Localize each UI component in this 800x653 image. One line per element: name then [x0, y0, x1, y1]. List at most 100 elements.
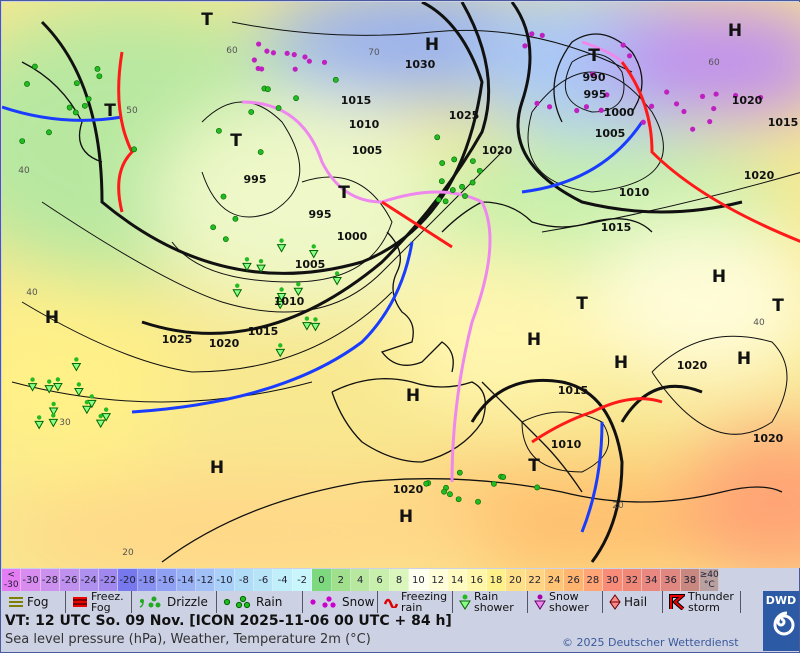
rain-shower-symbol — [293, 287, 304, 297]
rain-shower-symbol — [242, 262, 252, 272]
rain-shower-symbol — [71, 362, 82, 372]
warm-front — [531, 397, 663, 444]
snow-symbol — [699, 93, 706, 99]
snow-symbol — [306, 58, 312, 64]
scale-cell: 36 — [661, 569, 681, 591]
temperature-label: 50 — [126, 106, 138, 116]
isobar-label: 1000 — [604, 106, 635, 119]
pressure-system-label: H — [45, 308, 59, 328]
isobar-label: 1010 — [551, 438, 582, 451]
legend-item: Snow shower — [528, 591, 603, 613]
rain-symbol — [475, 498, 481, 505]
rain-symbol — [462, 193, 468, 199]
snow-symbol — [707, 118, 713, 125]
rain-shower-symbol — [279, 238, 284, 243]
thunderstorm-icon — [669, 594, 685, 610]
snow-symbol — [522, 43, 528, 49]
rain-shower-symbol — [275, 348, 286, 358]
weather-symbols — [19, 31, 764, 505]
scale-cell: -30 — [21, 569, 41, 591]
snow-symbol — [251, 57, 257, 63]
occluded-front — [581, 40, 624, 64]
rain-symbol — [332, 76, 339, 83]
scale-cell: -24 — [79, 569, 99, 591]
scale-cell: 38 — [680, 569, 701, 591]
pressure-system-label: H — [425, 35, 439, 55]
rain-shower-symbol — [244, 257, 250, 262]
snow-symbol — [259, 66, 265, 72]
temperature-labels: 60 70 60 50 40 40 40 30 20 20 — [18, 46, 765, 558]
isobar-label: 1005 — [595, 127, 626, 140]
rain-shower-symbol — [82, 405, 92, 415]
rain-symbol — [85, 96, 92, 102]
rain-symbol — [81, 102, 88, 109]
snow-symbol — [640, 119, 646, 125]
pressure-system-label: T — [772, 296, 784, 316]
rain-shower-symbol — [27, 383, 38, 392]
rain-symbol — [216, 127, 222, 134]
rain-symbol — [456, 469, 463, 476]
rain-shower-symbol — [235, 283, 240, 288]
scale-cell: -16 — [157, 569, 177, 591]
rain-shower-symbol — [279, 287, 284, 292]
drizzle-icon — [138, 595, 164, 609]
snow-symbol — [574, 107, 580, 114]
snow-symbol — [733, 92, 739, 99]
snow-symbol — [302, 54, 308, 60]
rain-symbol — [94, 65, 101, 72]
temperature-label: 40 — [18, 166, 30, 176]
isobar-label: 1010 — [274, 295, 305, 308]
rain-symbol — [96, 73, 103, 80]
rain-shower-icon — [459, 594, 471, 610]
snow-symbol — [534, 100, 540, 106]
isobar-label: 1020 — [732, 94, 763, 107]
hail-icon — [609, 594, 621, 610]
rain-shower-symbol — [44, 385, 55, 394]
rain-symbol — [435, 196, 442, 203]
legend-label: Rain — [256, 595, 283, 609]
snow-symbol — [321, 59, 328, 65]
temperature-label: 20 — [612, 501, 624, 511]
rain-symbol — [257, 149, 264, 155]
cold-front — [131, 241, 414, 414]
rain-symbol — [434, 134, 441, 141]
pressure-system-label: H — [210, 458, 224, 478]
scale-cell: 26 — [564, 569, 584, 591]
snow-symbol — [264, 48, 270, 54]
pressure-system-label: H — [527, 330, 541, 350]
weather-map: 60 70 60 50 40 40 40 30 20 20 1030 1015 1010 1005 102… — [2, 2, 800, 568]
snow-symbol — [664, 89, 670, 95]
rain-shower-symbol — [101, 413, 112, 422]
warm-front — [620, 61, 800, 243]
rain-shower-symbol — [276, 293, 287, 302]
pressure-system-label: H — [614, 353, 628, 373]
temperature-label: 60 — [708, 58, 720, 68]
valid-time: VT: 12 UTC So. 09 Nov. [ICON 2025-11-06 … — [5, 613, 452, 629]
legend-label: Freezing rain — [401, 590, 448, 614]
rain-symbol — [451, 156, 458, 163]
cold-front — [521, 121, 644, 194]
temperature-label: 30 — [59, 418, 71, 428]
rain-symbol — [293, 95, 299, 102]
scale-cell: -14 — [176, 569, 196, 591]
dwd-logo-text: DWD — [765, 594, 797, 607]
rain-shower-symbol — [73, 387, 84, 397]
cold-front — [580, 421, 604, 533]
legend-label: Snow — [342, 595, 375, 609]
snow-symbol — [604, 92, 610, 98]
rain-symbol — [469, 158, 476, 164]
pressure-system-label: H — [737, 349, 751, 369]
rain-symbol — [455, 496, 462, 503]
scale-cell: 34 — [641, 569, 662, 591]
snow-symbol — [270, 50, 277, 56]
pressure-system-label: T — [230, 131, 242, 151]
snow-icon — [309, 595, 339, 609]
rain-symbol — [72, 109, 79, 116]
temperature-label: 70 — [368, 48, 380, 58]
freezing-fog-icon — [72, 596, 88, 608]
legend-label: Freez. Fog — [91, 590, 124, 614]
snow-symbol — [626, 53, 633, 59]
isobar-label: 1020 — [744, 169, 775, 182]
isobar-label: 1025 — [449, 109, 480, 122]
isobar-label: 995 — [244, 173, 267, 186]
